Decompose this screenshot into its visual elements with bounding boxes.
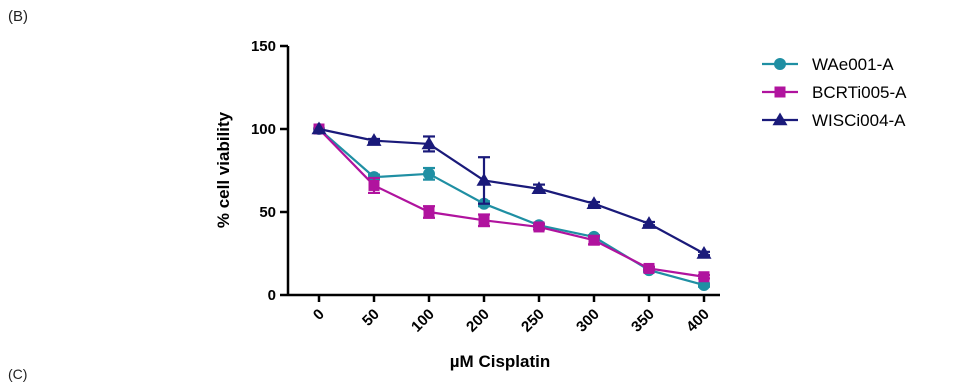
data-point <box>311 121 327 135</box>
legend-marker <box>774 86 786 98</box>
data-point <box>588 234 600 246</box>
legend-marker <box>774 58 786 70</box>
series-line <box>318 128 705 278</box>
data-point <box>476 172 492 186</box>
data-point <box>533 221 545 233</box>
data-point <box>643 262 655 274</box>
legend-item: BCRTi005-A <box>762 83 907 102</box>
series-wisci004-a <box>311 121 712 259</box>
data-point <box>641 216 657 229</box>
y-tick-label: 100 <box>251 121 276 138</box>
data-point <box>421 136 437 150</box>
chart-series-layer <box>311 121 712 292</box>
x-tick-label: 100 <box>408 306 438 336</box>
data-point <box>423 206 435 218</box>
x-tick-label: 200 <box>463 306 493 336</box>
data-point <box>531 181 547 195</box>
data-point <box>366 133 382 146</box>
data-point <box>478 214 490 226</box>
legend-item: WAe001-A <box>762 55 894 74</box>
legend-marker <box>772 112 788 126</box>
chart-legend: WAe001-A BCRTi005-A WISCi004-A <box>762 55 907 130</box>
legend-label: BCRTi005-A <box>812 83 907 102</box>
data-point <box>586 196 602 209</box>
legend-label: WAe001-A <box>812 55 894 74</box>
chart-axes: 0 50 100 150 0 50 100 200 250 300 350 400 <box>251 38 720 336</box>
data-point <box>698 271 710 283</box>
series-bcrti005-a <box>313 123 710 283</box>
next-panel-label: (C) <box>8 366 28 382</box>
x-tick-label: 50 <box>359 306 383 330</box>
y-axis-title: % cell viability <box>214 111 233 228</box>
series-line <box>318 127 705 255</box>
y-tick-label: 0 <box>268 287 276 304</box>
x-tick-label: 300 <box>573 306 603 336</box>
legend-item: WISCi004-A <box>762 111 906 130</box>
x-tick-label: 250 <box>518 306 548 336</box>
panel-label: (B) <box>8 8 28 25</box>
x-tick-label: 350 <box>628 306 658 336</box>
legend-label: WISCi004-A <box>812 111 906 130</box>
y-tick-label: 50 <box>259 204 276 221</box>
data-point <box>423 167 435 180</box>
x-axis-title: µM Cisplatin <box>450 352 550 371</box>
data-point <box>696 246 712 259</box>
series-line <box>318 128 705 287</box>
x-tick-label: 400 <box>683 306 713 336</box>
data-point <box>368 179 380 191</box>
y-tick-label: 150 <box>251 38 276 55</box>
x-tick-label: 0 <box>310 306 328 324</box>
